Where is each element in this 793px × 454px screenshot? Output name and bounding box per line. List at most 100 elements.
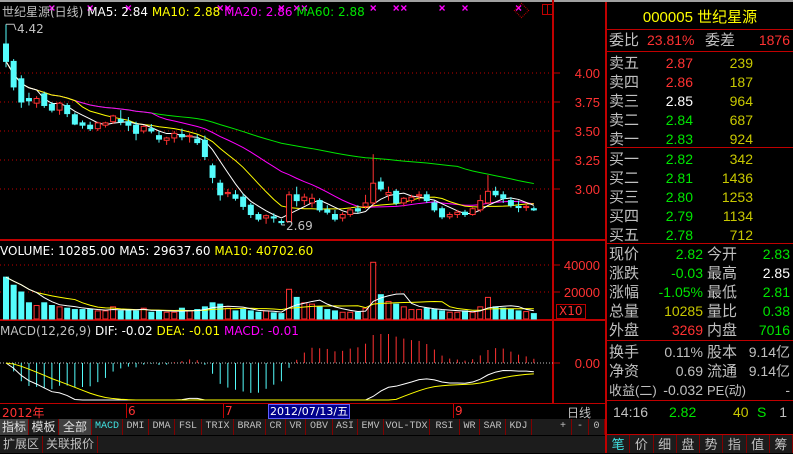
volume-bar-down bbox=[48, 305, 55, 320]
candle-up bbox=[454, 211, 461, 216]
volume-bar-down bbox=[515, 310, 522, 320]
ask-row: 卖二 2.84 687 bbox=[607, 111, 793, 130]
tab-indicator[interactable]: 指标 bbox=[0, 419, 29, 435]
candle-up bbox=[186, 135, 193, 138]
stat-row: 现价 2.82 今开 2.83 bbox=[607, 245, 793, 264]
candle-up bbox=[408, 196, 415, 202]
volume-bar-down bbox=[87, 309, 94, 320]
bid-row: 买三 2.80 1253 bbox=[607, 188, 793, 207]
indicator-tab[interactable]: FSL bbox=[175, 419, 202, 435]
ask-row: 卖一 2.83 924 bbox=[607, 130, 793, 149]
indicator-tab[interactable]: VR bbox=[286, 419, 306, 435]
indicator-tab[interactable]: 全部 bbox=[59, 419, 92, 435]
bid-label: 买一 bbox=[609, 151, 640, 168]
kline-chart[interactable]: 4.00 3.75 3.50 3.25 3.00 40000 20000 0.00 bbox=[0, 0, 605, 420]
candle-up bbox=[416, 194, 423, 197]
volume-bar-up bbox=[301, 302, 308, 320]
volume-header: VOLUME: 10285.00 MA5: 29637.60 MA10: 407… bbox=[0, 244, 313, 258]
fund-label: 换手 bbox=[609, 344, 640, 361]
ma5-line bbox=[5, 61, 535, 219]
volume-bar-down bbox=[148, 311, 155, 320]
volume-bar-up bbox=[469, 311, 476, 320]
candle-up bbox=[484, 190, 491, 204]
candle-up bbox=[362, 202, 369, 207]
fund-label: 流通 bbox=[707, 363, 738, 380]
quote-tab[interactable]: 筹 bbox=[770, 435, 793, 453]
ask-row: 卖五 2.87 239 bbox=[607, 54, 793, 73]
zoom-reset-button[interactable]: 0 bbox=[589, 419, 605, 435]
tab-extension-area[interactable]: 扩展区 bbox=[0, 436, 44, 453]
volume-bar-down bbox=[18, 291, 25, 320]
signal-marker bbox=[515, 5, 522, 11]
zoom-in-button[interactable]: + bbox=[555, 419, 572, 435]
candle-up bbox=[446, 214, 453, 218]
volume-bar-down bbox=[201, 306, 208, 320]
indicator-tab[interactable]: MACD bbox=[92, 419, 123, 435]
signal-marker bbox=[462, 5, 468, 11]
candle-down bbox=[232, 194, 239, 199]
indicator-tab[interactable]: RSI bbox=[430, 419, 460, 435]
quote-tab[interactable]: 笔 bbox=[607, 435, 631, 453]
volume-bar-down bbox=[117, 310, 124, 320]
signal-marker bbox=[224, 5, 231, 11]
stock-title: 世纪星源(日线) bbox=[2, 5, 84, 19]
signal-marker bbox=[293, 5, 300, 11]
indicator-tab[interactable]: OBV bbox=[306, 419, 333, 435]
indicator-tab[interactable]: BRAR bbox=[234, 419, 266, 435]
tick-count: 1 bbox=[779, 404, 787, 420]
volume-bar-down bbox=[377, 294, 384, 320]
date-june: 6 bbox=[126, 404, 136, 418]
bid-price: 2.79 bbox=[665, 208, 693, 224]
candle-down bbox=[201, 139, 208, 158]
quote-tab[interactable]: 势 bbox=[700, 435, 724, 453]
indicator-tab[interactable]: KDJ bbox=[506, 419, 532, 435]
volume-bar-down bbox=[64, 307, 71, 320]
quote-tab[interactable]: 值 bbox=[747, 435, 770, 453]
quote-tab[interactable]: 指 bbox=[723, 435, 747, 453]
indicator-tab[interactable]: VOL-TDX bbox=[384, 419, 430, 435]
fund-value: 0.11% bbox=[664, 344, 703, 360]
indicator-tab[interactable]: DMA bbox=[149, 419, 175, 435]
stat-label: 现价 bbox=[609, 246, 640, 263]
tab-related-quotes[interactable]: 关联报价 bbox=[43, 436, 99, 453]
indicator-tab[interactable]: DMI bbox=[123, 419, 149, 435]
volume-ma10: MA10: 40702.60 bbox=[214, 244, 314, 258]
candle-down bbox=[117, 118, 124, 123]
candle-up bbox=[370, 182, 377, 204]
stat-label: 涨幅 bbox=[609, 284, 640, 301]
volume-bar-down bbox=[247, 310, 254, 320]
volume-bar-down bbox=[500, 307, 507, 320]
candle-up bbox=[110, 115, 117, 123]
quote-tab[interactable]: 细 bbox=[654, 435, 677, 453]
volume-bar-down bbox=[240, 309, 247, 320]
quote-tab[interactable]: 价 bbox=[630, 435, 654, 453]
period-label[interactable]: 日线 bbox=[567, 406, 592, 420]
volume-bar-down bbox=[217, 303, 224, 320]
weicha-value: 1876 bbox=[758, 32, 790, 48]
dea-line bbox=[5, 362, 534, 401]
indicator-tab[interactable]: WR bbox=[460, 419, 480, 435]
quote-tab[interactable]: 盘 bbox=[677, 435, 700, 453]
macd-header: MACD(12,26,9) DIF: -0.02 DEA: -0.01 MACD… bbox=[0, 324, 299, 338]
tab-template[interactable]: 模板 bbox=[29, 419, 59, 435]
indicator-tab[interactable]: TRIX bbox=[202, 419, 234, 435]
ask-price: 2.86 bbox=[665, 74, 693, 90]
volume-tick-label: 20000 bbox=[564, 285, 600, 300]
bottom-tab-bar: 扩展区 关联报价 bbox=[0, 436, 605, 453]
bid-row: 买一 2.82 342 bbox=[607, 150, 793, 169]
volume-bar-down bbox=[507, 309, 514, 320]
zoom-out-button[interactable]: - bbox=[572, 419, 589, 435]
indicator-tab[interactable]: CR bbox=[266, 419, 286, 435]
indicator-tab[interactable]: EMV bbox=[358, 419, 384, 435]
stat-value: 7016 bbox=[758, 322, 790, 338]
volume-bar-down bbox=[125, 309, 132, 320]
volume-bar-down bbox=[331, 310, 338, 320]
volume-multiplier: X10 bbox=[556, 304, 586, 319]
candle-up bbox=[56, 102, 63, 111]
candle-down bbox=[492, 190, 499, 196]
candle-down bbox=[125, 121, 132, 126]
layout-toggle-icon[interactable] bbox=[542, 4, 553, 15]
stat-value: 2.81 bbox=[762, 284, 790, 300]
indicator-tab[interactable]: ASI bbox=[333, 419, 358, 435]
indicator-tab[interactable]: SAR bbox=[480, 419, 506, 435]
